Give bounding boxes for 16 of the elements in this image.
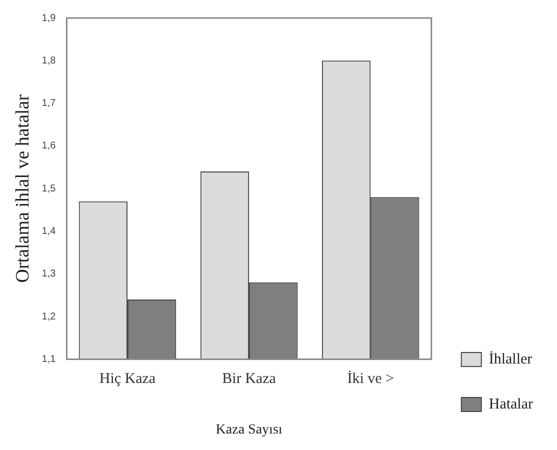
y-tick-label: 1,3	[42, 268, 56, 280]
y-tick-label: 1,6	[42, 140, 56, 152]
x-tick-label: Hiç Kaza	[99, 371, 156, 388]
y-tick-label: 1,8	[42, 55, 56, 66]
x-tick-label: Bir Kaza	[222, 371, 276, 388]
x-axis-title: Kaza Sayısı	[216, 422, 282, 438]
y-tick-label: 1,2	[42, 311, 56, 322]
y-tick-label: 1,1	[42, 354, 56, 365]
y-tick-label: 1,5	[42, 183, 56, 194]
legend-label: Hatalar	[488, 396, 534, 412]
y-tick-label: 1,4	[42, 226, 56, 237]
y-tick-label: 1,9	[42, 12, 56, 24]
y-tick-label: 1,7	[42, 98, 56, 110]
legend-label: İhlaller	[488, 350, 532, 368]
y-axis-title: Ortalama ihlal ve hatalar	[12, 94, 34, 283]
x-tick-label: İki ve >	[347, 370, 394, 388]
